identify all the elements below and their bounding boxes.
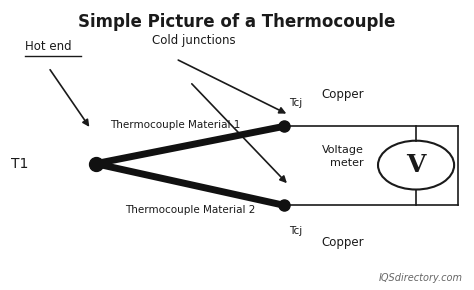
Text: Voltage
meter: Voltage meter	[322, 145, 364, 168]
Text: T1: T1	[11, 157, 28, 171]
Text: IQSdirectory.com: IQSdirectory.com	[379, 273, 463, 283]
Text: Hot end: Hot end	[25, 40, 72, 53]
Text: Copper: Copper	[322, 236, 365, 249]
Text: Cold junctions: Cold junctions	[152, 34, 236, 47]
Text: Copper: Copper	[322, 88, 365, 101]
Text: Tcj: Tcj	[289, 98, 302, 108]
Text: Thermocouple Material 1: Thermocouple Material 1	[110, 120, 241, 130]
Text: V: V	[406, 153, 426, 177]
Text: Tcj: Tcj	[289, 226, 302, 236]
Text: Simple Picture of a Thermocouple: Simple Picture of a Thermocouple	[78, 13, 396, 31]
Text: Thermocouple Material 2: Thermocouple Material 2	[125, 205, 255, 215]
